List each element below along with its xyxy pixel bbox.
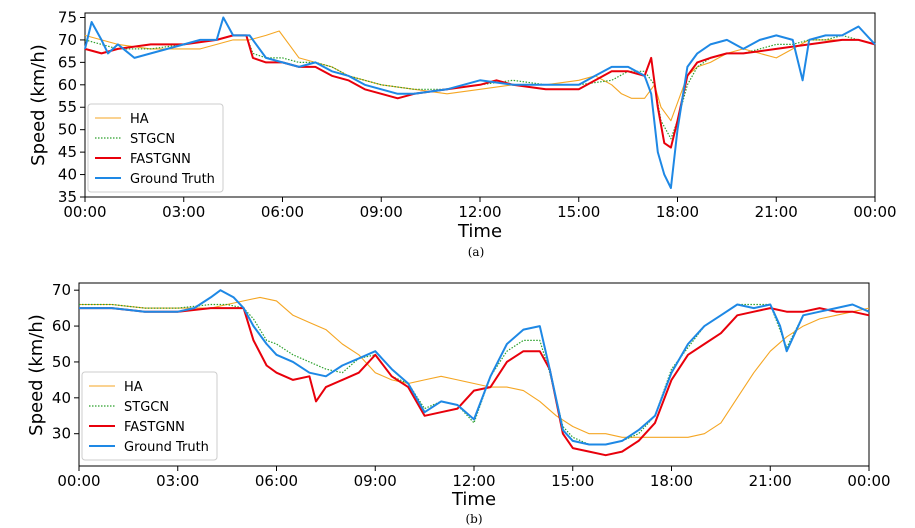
legend-label: Ground Truth	[124, 440, 209, 455]
legend-box-b	[81, 371, 218, 461]
x-tick-label: 18:00	[650, 472, 693, 490]
x-tick-label: 21:00	[749, 472, 792, 490]
legend-label: Ground Truth	[130, 172, 215, 187]
series-line-ha	[79, 296, 870, 438]
series-line-stgcn	[79, 303, 870, 446]
x-ticks-b: 00:00 03:00 06:00 09:00 12:00 15:00 18:00 21:00…	[57, 466, 891, 490]
legend-a: HA STGCN FASTGNN Ground Truth	[87, 103, 224, 193]
series-layer-b	[79, 289, 870, 457]
y-tick-label: 70	[58, 31, 77, 49]
legend-entries-a: HA STGCN FASTGNN Ground Truth	[95, 112, 215, 187]
x-tick-label: 15:00	[551, 472, 594, 490]
caption-b: (b)	[465, 512, 482, 526]
y-ticks-b: 30 40 50 60 70	[52, 281, 79, 443]
series-layer-a	[84, 16, 876, 189]
y-axis-label-a: Speed (km/h)	[28, 44, 49, 166]
legend-label: STGCN	[130, 132, 175, 147]
x-ticks-a: 00:00 03:00 06:00 09:00 12:00 15:00 18:00 21:00…	[63, 197, 897, 221]
panel-a: 00:00 03:00 06:00 09:00 12:00 15:00 18:00 21:00…	[28, 8, 897, 259]
y-tick-label: 60	[52, 317, 71, 335]
legend-label: STGCN	[124, 400, 169, 415]
x-tick-label: 12:00	[452, 472, 495, 490]
x-tick-label: 00:00	[57, 472, 100, 490]
y-ticks-a: 35 40 45 50 55 60 65 70 75	[58, 8, 85, 206]
x-tick-label: 12:00	[458, 203, 501, 221]
legend-label: FASTGNN	[124, 420, 185, 435]
y-tick-label: 50	[58, 121, 77, 139]
y-tick-label: 50	[52, 353, 71, 371]
x-axis-label-b: Time	[451, 489, 496, 510]
y-tick-label: 40	[52, 389, 71, 407]
y-tick-label: 35	[58, 188, 77, 206]
caption-a: (a)	[468, 245, 485, 259]
y-tick-label: 65	[58, 53, 77, 71]
x-tick-label: 09:00	[354, 472, 397, 490]
x-tick-label: 06:00	[261, 203, 304, 221]
x-axis-label-a: Time	[457, 221, 502, 242]
x-tick-label: 00:00	[853, 203, 896, 221]
x-tick-label: 18:00	[656, 203, 699, 221]
x-tick-label: 00:00	[63, 203, 106, 221]
x-tick-label: 00:00	[847, 472, 890, 490]
legend-label: FASTGNN	[130, 152, 191, 167]
x-tick-label: 21:00	[755, 203, 798, 221]
series-line-fastgnn	[79, 307, 870, 457]
legend-b: HA STGCN FASTGNN Ground Truth	[81, 371, 218, 461]
y-tick-label: 70	[52, 281, 71, 299]
panel-b: 00:00 03:00 06:00 09:00 12:00 15:00 18:00 21:00…	[26, 281, 891, 526]
x-tick-label: 03:00	[162, 203, 205, 221]
series-line-ground-truth	[79, 289, 870, 446]
series-line-ground-truth	[84, 16, 876, 189]
y-tick-label: 60	[58, 76, 77, 94]
x-tick-label: 06:00	[255, 472, 298, 490]
x-tick-label: 09:00	[360, 203, 403, 221]
legend-box-a	[87, 103, 224, 193]
x-tick-label: 15:00	[557, 203, 600, 221]
legend-label: HA	[124, 380, 143, 395]
y-axis-label-b: Speed (km/h)	[26, 314, 47, 436]
legend-label: HA	[130, 112, 149, 127]
x-tick-label: 03:00	[156, 472, 199, 490]
legend-entries-b: HA STGCN FASTGNN Ground Truth	[89, 380, 209, 455]
y-tick-label: 55	[58, 98, 77, 116]
y-tick-label: 30	[52, 425, 71, 443]
y-tick-label: 75	[58, 8, 77, 26]
y-tick-label: 40	[58, 166, 77, 184]
y-tick-label: 45	[58, 143, 77, 161]
